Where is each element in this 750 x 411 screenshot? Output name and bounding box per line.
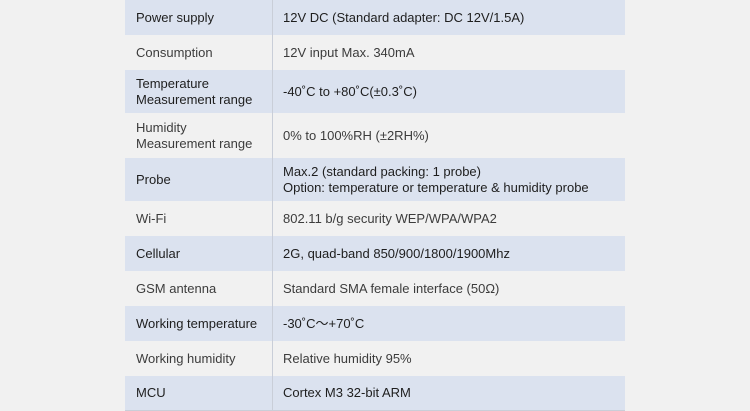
table-row: Consumption 12V input Max. 340mA xyxy=(125,35,625,70)
spec-label: Working humidity xyxy=(125,341,273,376)
spec-label: Temperature Measurement range xyxy=(125,70,273,113)
spec-label: Cellular xyxy=(125,236,273,271)
spec-label: Probe xyxy=(125,158,273,201)
text-line: 12V DC (Standard adapter: DC 12V/1.5A) xyxy=(283,9,525,25)
text-line: 12V input Max. 340mA xyxy=(283,44,415,60)
text-line: Cortex M3 32-bit ARM xyxy=(283,385,411,400)
spec-table: Power supply 12V DC (Standard adapter: DC… xyxy=(125,0,625,411)
text-line: Cellular xyxy=(136,245,181,261)
table-row: Humidity Measurement range 0% to 100%RH (±… xyxy=(125,113,625,158)
text-line: -40˚C to +80˚C(±0.3˚C) xyxy=(283,83,417,99)
text-line: Max.2 (standard packing: 1 probe) xyxy=(283,163,481,179)
table-row: Wi-Fi 802.11 b/g security WEP/WPA/WPA2 xyxy=(125,201,625,236)
spec-label: MCU xyxy=(125,376,273,410)
text-line: Consumption xyxy=(136,44,213,60)
spec-value: 0% to 100%RH (±2RH%) xyxy=(273,113,625,158)
text-line: Working humidity xyxy=(136,350,236,366)
text-line: Humidity xyxy=(136,119,187,135)
table-row: Temperature Measurement range -40˚C to +80… xyxy=(125,70,625,113)
spec-value: 802.11 b/g security WEP/WPA/WPA2 xyxy=(273,201,625,236)
text-line: Temperature xyxy=(136,75,209,91)
text-line: Power supply xyxy=(136,9,215,25)
spec-value: Relative humidity 95% xyxy=(273,341,625,376)
table-row: Working temperature -30˚C～+70˚C xyxy=(125,306,625,341)
table-row: Power supply 12V DC (Standard adapter: DC… xyxy=(125,0,625,35)
text-line: Working temperature xyxy=(136,315,258,331)
spec-value: -30˚C～+70˚C xyxy=(273,306,625,341)
text-line: 802.11 b/g security WEP/WPA/WPA2 xyxy=(283,210,497,226)
text-line: Measurement range xyxy=(136,91,253,107)
spec-label: Wi-Fi xyxy=(125,201,273,236)
text-line: Wi-Fi xyxy=(136,210,167,226)
spec-label: Working temperature xyxy=(125,306,273,341)
spec-label: Power supply xyxy=(125,0,273,35)
text-line: Probe xyxy=(136,171,171,187)
text-line: 0% to 100%RH (±2RH%) xyxy=(283,127,429,143)
spec-label: Humidity Measurement range xyxy=(125,113,273,158)
text-line: MCU xyxy=(136,385,166,400)
spec-value: 12V DC (Standard adapter: DC 12V/1.5A) xyxy=(273,0,625,35)
text-line: Standard SMA female interface (50Ω) xyxy=(283,280,500,296)
spec-value: Max.2 (standard packing: 1 probe) Option:… xyxy=(273,158,625,201)
spec-value: 12V input Max. 340mA xyxy=(273,35,625,70)
table-row: MCU Cortex M3 32-bit ARM xyxy=(125,376,625,410)
table-row: Cellular 2G, quad-band 850/900/1800/1900M… xyxy=(125,236,625,271)
text-line: 2G, quad-band 850/900/1800/1900Mhz xyxy=(283,245,510,261)
spec-label: Consumption xyxy=(125,35,273,70)
text-line: Measurement range xyxy=(136,135,253,151)
text-line: Option: temperature or temperature & hum… xyxy=(283,179,589,195)
spec-value: Cortex M3 32-bit ARM xyxy=(273,376,625,410)
spec-value: Standard SMA female interface (50Ω) xyxy=(273,271,625,306)
spec-value: -40˚C to +80˚C(±0.3˚C) xyxy=(273,70,625,113)
table-row: GSM antenna Standard SMA female interface… xyxy=(125,271,625,306)
table-row: Working humidity Relative humidity 95% xyxy=(125,341,625,376)
spec-label: GSM antenna xyxy=(125,271,273,306)
table-row: Probe Max.2 (standard packing: 1 probe) Op… xyxy=(125,158,625,201)
text-line: Relative humidity 95% xyxy=(283,350,412,366)
text-line: -30˚C～+70˚C xyxy=(283,315,365,331)
spec-value: 2G, quad-band 850/900/1800/1900Mhz xyxy=(273,236,625,271)
text-line: GSM antenna xyxy=(136,280,217,296)
